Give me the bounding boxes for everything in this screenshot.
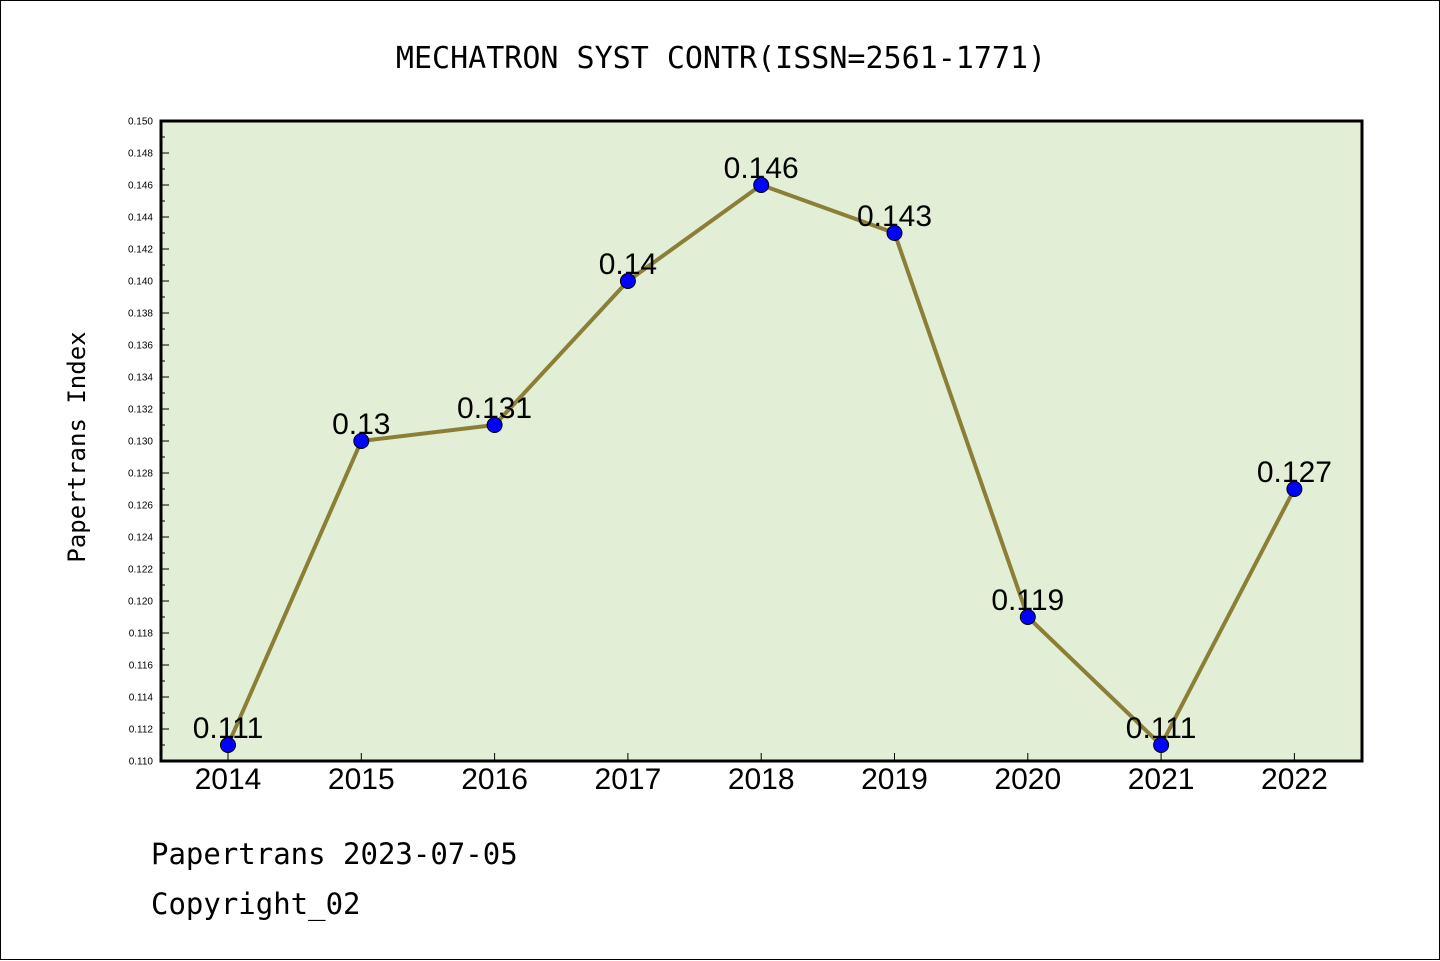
data-label: 0.111 [193,712,264,745]
data-label: 0.13 [332,408,390,441]
y-tick-label: 0.144 [128,213,153,224]
y-tick-label: 0.126 [128,501,153,512]
data-label: 0.127 [1257,456,1332,489]
y-tick-label: 0.120 [128,597,153,608]
y-tick-label: 0.124 [128,533,153,544]
y-tick-label: 0.150 [128,117,153,128]
y-tick-label: 0.110 [129,757,154,768]
y-tick-label: 0.112 [129,725,154,736]
y-tick-label: 0.148 [128,149,153,160]
x-tick-label: 2020 [994,763,1061,796]
plot-area [159,119,1364,763]
data-label: 0.14 [599,248,657,281]
x-tick-label: 2015 [328,763,395,796]
x-axis-ticks: 2014 2015 2016 2017 2018 2019 2020 2021 2022 [195,753,1328,796]
data-point [220,737,236,753]
y-tick-label: 0.142 [128,245,153,256]
data-point [353,433,370,449]
footer-date: Papertrans 2023-07-05 [151,837,518,871]
y-axis-ticks: 0.110 0.112 0.114 0.116 0.118 0.120 0.122 0.124… [128,117,169,768]
y-axis-label: Papertrans Index [63,331,91,562]
y-tick-label: 0.132 [128,405,153,416]
x-tick-label: 2022 [1261,763,1328,796]
y-tick-label: 0.140 [128,277,153,288]
y-tick-label: 0.130 [128,437,153,448]
x-tick-label: 2017 [595,763,662,796]
data-point [753,177,770,193]
x-tick-label: 2016 [461,763,528,796]
y-tick-label: 0.118 [129,629,154,640]
data-label: 0.131 [457,392,532,425]
y-tick-label: 0.134 [128,373,153,384]
footer-copyright: Copyright_02 [151,887,361,921]
x-tick-label: 2014 [195,763,262,796]
data-point [886,225,903,241]
y-tick-label: 0.122 [128,565,153,576]
data-label: 0.143 [857,200,932,233]
data-label: 0.111 [1126,712,1197,745]
y-tick-label: 0.114 [129,693,154,704]
y-tick-label: 0.136 [128,341,153,352]
data-labels: 0.111 0.13 0.131 0.14 0.146 0.143 0.119 0.111 0.… [193,152,1332,745]
data-point [619,273,636,289]
data-point [486,417,503,433]
data-label: 0.119 [991,584,1064,617]
x-tick-label: 2018 [728,763,795,796]
x-tick-label: 2019 [861,763,928,796]
data-label: 0.146 [724,152,799,185]
y-tick-label: 0.146 [128,181,153,192]
y-tick-label: 0.116 [129,661,154,672]
data-point [1019,609,1036,625]
data-point [1153,737,1170,753]
chart-title: MECHATRON SYST CONTR(ISSN=2561-1771) [396,41,1046,76]
series-group [220,177,1303,753]
x-tick-label: 2021 [1128,763,1195,796]
data-point [1286,481,1303,497]
y-tick-label: 0.128 [128,469,153,480]
y-tick-label: 0.138 [128,309,153,320]
